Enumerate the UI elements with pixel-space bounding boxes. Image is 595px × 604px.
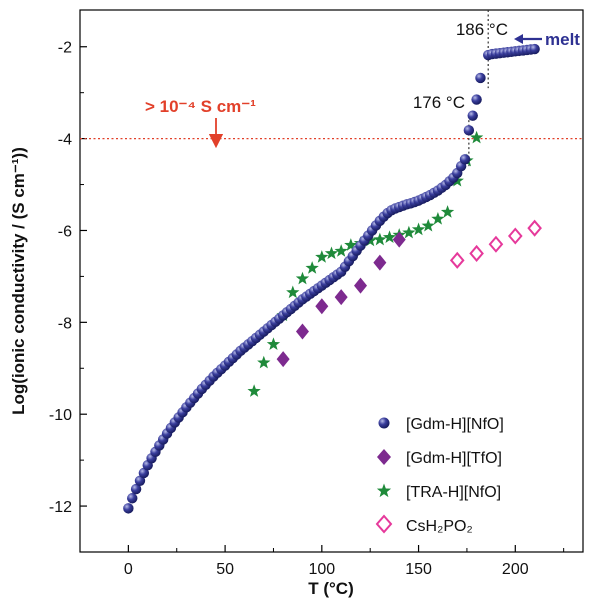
data-point-tra-nfo [402, 225, 416, 239]
data-point-gdm-nfo [123, 503, 134, 514]
x-tick-label: 200 [502, 561, 529, 578]
data-point-gdm-nfo [471, 94, 482, 105]
x-tick-label: 100 [308, 561, 335, 578]
data-point-gdm-nfo [467, 110, 478, 121]
data-point-gdm-tfo [334, 289, 348, 306]
data-point-gdm-tfo [392, 231, 406, 248]
legend-label-tra-nfo: [TRA-H][NfO] [406, 484, 501, 501]
y-tick-label: -12 [49, 499, 72, 516]
data-point-csh2po2 [507, 227, 523, 245]
data-point-gdm-tfo [295, 323, 309, 340]
data-point-tra-nfo [411, 222, 426, 236]
y-tick-label: -2 [58, 40, 72, 57]
data-point-gdm-nfo [475, 72, 486, 84]
x-axis-title: T (°C) [308, 579, 354, 598]
legend-label-gdm-tfo: [Gdm-H][TfO] [406, 450, 502, 467]
axes-layer: 0 50 100 150 200 -12 -10 -8 -6 -4 -2 [49, 40, 565, 578]
melt-label: melt [545, 30, 580, 49]
data-point-tra-nfo [305, 261, 319, 274]
data-point-gdm-tfo [276, 351, 290, 368]
data-point-tra-nfo [286, 285, 300, 299]
plot-frame [79, 9, 584, 553]
data-point-tra-nfo [334, 244, 348, 257]
legend: [Gdm-H][NfO] [Gdm-H][TfO] [TRA-H][NfO] C… [375, 416, 504, 535]
legend-marker-gdm-nfo [378, 417, 390, 429]
data-point-tra-nfo [257, 355, 271, 369]
data-point-tra-nfo [344, 238, 358, 251]
y-tick-label: -4 [58, 132, 72, 149]
data-point-tra-nfo [431, 211, 445, 225]
x-tick-label: 150 [405, 561, 432, 578]
data-point-gdm-nfo [529, 43, 540, 55]
data-point-tra-nfo [295, 271, 310, 285]
data-point-csh2po2 [527, 219, 542, 237]
threshold-annotation: > 10⁻⁴ S cm⁻¹ [145, 97, 256, 116]
data-point-gdm-nfo [134, 475, 146, 487]
data-point-tra-nfo [266, 337, 281, 351]
marker-label-176: 176 °C [413, 93, 465, 112]
y-tick-label: -10 [49, 407, 72, 424]
data-point-tra-nfo [247, 384, 261, 397]
data-point-tra-nfo [440, 205, 455, 218]
series-0 [123, 43, 540, 514]
data-point-gdm-tfo [315, 298, 329, 315]
x-tick-label: 0 [124, 561, 133, 578]
legend-label-csh2po2: CsH₂PO₂ [406, 518, 473, 535]
data-point-gdm-nfo [138, 467, 150, 479]
data-point-csh2po2 [449, 251, 465, 269]
data-point-tra-nfo [324, 246, 339, 260]
data-point-tra-nfo [469, 130, 484, 144]
data-point-tra-nfo [373, 232, 387, 246]
marker-label-186: 186 °C [456, 20, 508, 39]
data-point-tra-nfo [421, 218, 435, 232]
data-point-gdm-nfo [459, 154, 471, 165]
data-point-gdm-nfo [127, 493, 138, 504]
data-point-gdm-tfo [373, 254, 387, 271]
data-point-tra-nfo [382, 230, 397, 244]
y-tick-label: -6 [58, 223, 72, 240]
data-point-gdm-nfo [463, 125, 475, 136]
legend-label-gdm-nfo: [Gdm-H][NfO] [406, 416, 504, 433]
series-1 [276, 231, 406, 368]
legend-marker-csh2po2 [375, 514, 393, 534]
melt-arrowhead [514, 34, 523, 44]
legend-marker-tra-nfo [376, 483, 392, 498]
series-layer [123, 43, 542, 514]
x-tick-label: 50 [216, 561, 234, 578]
data-point-gdm-nfo [130, 483, 142, 495]
data-point-csh2po2 [469, 244, 484, 262]
legend-marker-gdm-tfo [377, 449, 391, 465]
data-point-tra-nfo [315, 250, 329, 263]
y-axis-title: Log(ionic conductivity / (S cm⁻¹)) [9, 147, 28, 415]
series-3 [449, 219, 542, 269]
y-tick-label: -8 [58, 315, 72, 332]
data-point-csh2po2 [488, 235, 504, 253]
data-point-gdm-tfo [354, 277, 368, 294]
